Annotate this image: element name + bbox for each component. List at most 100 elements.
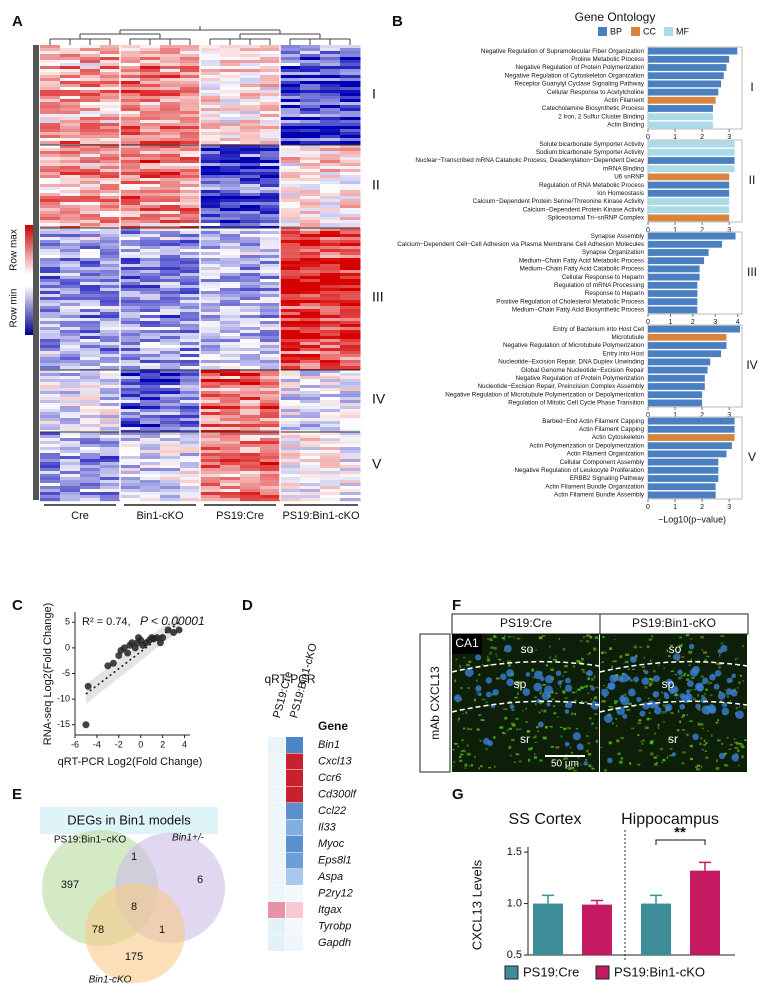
heatmap-cell [80, 480, 101, 484]
heatmap-cell [280, 105, 301, 109]
x-tick-label: 1 [673, 504, 677, 511]
speck [686, 678, 690, 682]
heatmap-cell [240, 306, 261, 310]
heatmap-cell [300, 138, 321, 142]
heatmap-cell [100, 193, 121, 197]
heatmap-cell [240, 333, 261, 337]
speck [566, 754, 568, 756]
bar [648, 181, 730, 189]
heatmap-cell [120, 412, 141, 416]
heatmap-cell [120, 415, 141, 419]
speck [644, 726, 649, 730]
heatmap-cell [180, 187, 201, 191]
heatmap-cell [340, 468, 361, 472]
point [175, 626, 183, 634]
heatmap-cell [80, 459, 101, 463]
heatmap-cell [200, 306, 221, 310]
heatmap-cell [120, 114, 141, 118]
heatmap-cell [260, 351, 281, 355]
heatmap-cell [60, 246, 81, 250]
heatmap-cell [180, 291, 201, 295]
heatmap-cell [100, 435, 121, 439]
heatmap-cell [300, 99, 321, 103]
heatmap-cell [300, 441, 321, 445]
heatmap-cell [180, 252, 201, 256]
heatmap-cell [120, 138, 141, 142]
heatmap-cell [220, 138, 241, 142]
heatmap-cell [40, 276, 61, 280]
heatmap-cell [320, 148, 341, 152]
x-tick-label: 0 [138, 739, 143, 749]
heatmap-cell [100, 366, 121, 370]
heatmap-cell [180, 471, 201, 475]
heatmap-cell [320, 432, 341, 436]
heatmap-cell [60, 87, 81, 91]
heatmap-cell [120, 45, 141, 49]
heatmap-cell [240, 63, 261, 67]
speck [474, 755, 476, 758]
x-tick-label: 0 [646, 412, 650, 419]
heatmap-cell [80, 330, 101, 334]
cluster-label: IV [372, 391, 386, 407]
heatmap-cell [220, 96, 241, 100]
heatmap-cell [280, 315, 301, 319]
heatmap-cell [280, 163, 301, 167]
bar [648, 232, 736, 240]
heatmap-cell [60, 114, 81, 118]
speck [503, 638, 506, 641]
heatmap-cell [340, 163, 361, 167]
heatmap-cell [260, 492, 281, 496]
heatmap-cell [300, 193, 321, 197]
heatmap-cell [220, 193, 241, 197]
heatmap-cell [200, 366, 221, 370]
heatmap-cell [60, 123, 81, 127]
speck [668, 655, 671, 658]
heatmap-cell [300, 468, 321, 472]
heatmap-cell [200, 363, 221, 367]
heatmap-cell [180, 421, 201, 425]
nucleus [721, 707, 730, 716]
nucleus [565, 700, 573, 709]
heatmap-cell [300, 276, 321, 280]
heatmap-cell [340, 160, 361, 164]
heatmap-cell [200, 129, 221, 133]
heatmap-cell [180, 406, 201, 410]
heatmap-cell [180, 145, 201, 149]
heatmap-cell [40, 246, 61, 250]
heatmap-cell [320, 141, 341, 145]
heatmap-cell [220, 456, 241, 460]
heatmap-cell [120, 297, 141, 301]
heatmap-cell [300, 456, 321, 460]
heatmap-cell [220, 84, 241, 88]
speck [699, 742, 702, 746]
heatmap-cell [180, 78, 201, 82]
heatmap-cell [300, 438, 321, 442]
heatmap-cell [120, 48, 141, 52]
heatmap-cell [300, 151, 321, 155]
bar [648, 148, 735, 156]
heatmap-cell [200, 385, 221, 389]
heatmap-cell [220, 267, 241, 271]
heatmap-cell [240, 376, 261, 380]
heatmap-cell [40, 421, 61, 425]
speck [555, 746, 560, 749]
heatmap-cell [80, 465, 101, 469]
heatmap-cell [80, 120, 101, 124]
heatmap-cell [40, 211, 61, 215]
speck [587, 753, 592, 756]
heatmap-cell [260, 223, 281, 227]
heatmap-cell [60, 148, 81, 152]
heatmap-cell [300, 205, 321, 209]
group-label: Cre [71, 510, 89, 522]
speck [700, 737, 703, 740]
heatmap-cell [160, 415, 181, 419]
heatmap-cell [240, 327, 261, 331]
heatmap-cell [240, 450, 261, 454]
heatmap-cell [180, 261, 201, 265]
heatmap-cell [200, 252, 221, 256]
speck [564, 665, 568, 668]
heatmap-cell [60, 160, 81, 164]
heatmap-cell [220, 379, 241, 383]
heatmap-cell [80, 418, 101, 422]
category-label: Actin Polymerization or Depolymerization [529, 442, 644, 449]
